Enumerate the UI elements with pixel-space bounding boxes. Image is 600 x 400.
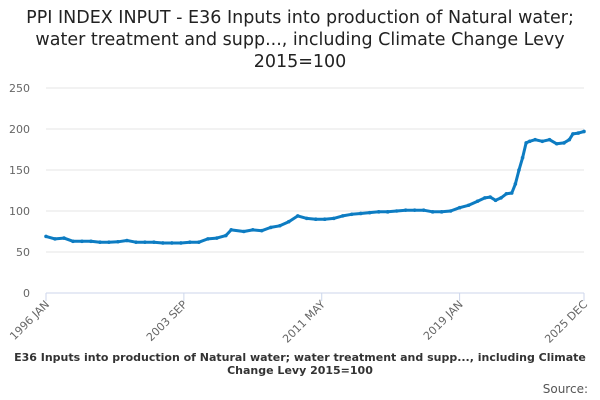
- data-point: [513, 182, 518, 186]
- data-point: [466, 203, 471, 208]
- data-point: [421, 208, 426, 212]
- data-point: [107, 240, 111, 244]
- y-tick-label: 0: [23, 287, 30, 300]
- data-point: [376, 210, 381, 214]
- data-point: [482, 196, 487, 200]
- data-point: [188, 240, 192, 244]
- data-point: [554, 141, 559, 146]
- data-point: [349, 212, 354, 217]
- data-point: [358, 211, 363, 216]
- data-point: [509, 191, 514, 195]
- data-point: [125, 238, 129, 243]
- data-point: [98, 240, 102, 244]
- data-point: [295, 214, 300, 218]
- data-point: [547, 137, 552, 142]
- data-point: [385, 210, 390, 214]
- y-tick-label: 50: [16, 246, 30, 259]
- data-point: [313, 217, 318, 221]
- data-point: [524, 141, 528, 145]
- data-point: [439, 210, 444, 214]
- data-point: [457, 205, 462, 210]
- x-tick-label: 2025 DEC: [542, 298, 590, 346]
- data-point: [224, 233, 228, 238]
- data-point: [80, 239, 84, 244]
- y-tick-label: 100: [9, 205, 30, 218]
- data-point: [44, 234, 48, 239]
- x-tick-label: 2003 SEP: [144, 298, 190, 344]
- data-point: [331, 216, 336, 221]
- data-point: [286, 219, 291, 224]
- data-point: [215, 236, 219, 240]
- data-point: [242, 229, 246, 234]
- data-point: [71, 239, 75, 244]
- data-point: [430, 210, 435, 214]
- data-point: [197, 240, 201, 244]
- data-point: [152, 240, 156, 244]
- data-point: [304, 216, 309, 221]
- data-point: [475, 199, 480, 203]
- y-tick-label: 200: [9, 123, 30, 136]
- data-point: [322, 217, 327, 221]
- data-point: [229, 228, 234, 232]
- data-point: [567, 137, 572, 142]
- data-point: [179, 241, 183, 245]
- data-point: [520, 155, 525, 160]
- data-point: [527, 139, 532, 144]
- data-point: [116, 239, 120, 244]
- data-point: [412, 208, 417, 212]
- data-point: [394, 209, 399, 213]
- data-point: [161, 241, 165, 245]
- data-point: [206, 237, 210, 241]
- x-tick-label: 2011 MAY: [280, 298, 328, 346]
- data-point: [277, 223, 282, 228]
- data-point: [367, 210, 372, 215]
- data-point: [62, 236, 66, 240]
- data-point: [576, 131, 581, 135]
- data-point: [493, 198, 498, 203]
- data-point: [89, 239, 93, 244]
- data-point: [488, 195, 492, 199]
- data-point: [499, 196, 503, 200]
- data-point: [53, 237, 57, 241]
- data-point: [562, 141, 566, 145]
- data-point: [533, 137, 537, 142]
- data-point: [134, 240, 138, 244]
- data-point: [259, 228, 264, 233]
- data-point: [268, 225, 273, 230]
- data-point: [403, 208, 408, 212]
- y-tick-label: 250: [9, 82, 30, 95]
- data-point: [251, 228, 255, 232]
- x-tick-label: 2019 JAN: [421, 298, 466, 343]
- data-point: [517, 168, 521, 172]
- data-point: [340, 214, 345, 218]
- series-line: [45, 130, 585, 245]
- data-point: [571, 132, 575, 136]
- data-point: [540, 139, 545, 144]
- y-tick-label: 150: [9, 164, 30, 177]
- data-point: [143, 240, 147, 244]
- legend-entry[interactable]: E36 Inputs into production of Natural wa…: [14, 351, 586, 377]
- data-point: [170, 241, 174, 245]
- x-tick-label: 1996 JAN: [7, 298, 52, 343]
- chart-title: PPI INDEX INPUT - E36 Inputs into produc…: [26, 8, 574, 72]
- source-label: Source:: [542, 382, 588, 396]
- data-point: [448, 209, 453, 213]
- data-point: [582, 129, 586, 134]
- data-point: [504, 191, 509, 196]
